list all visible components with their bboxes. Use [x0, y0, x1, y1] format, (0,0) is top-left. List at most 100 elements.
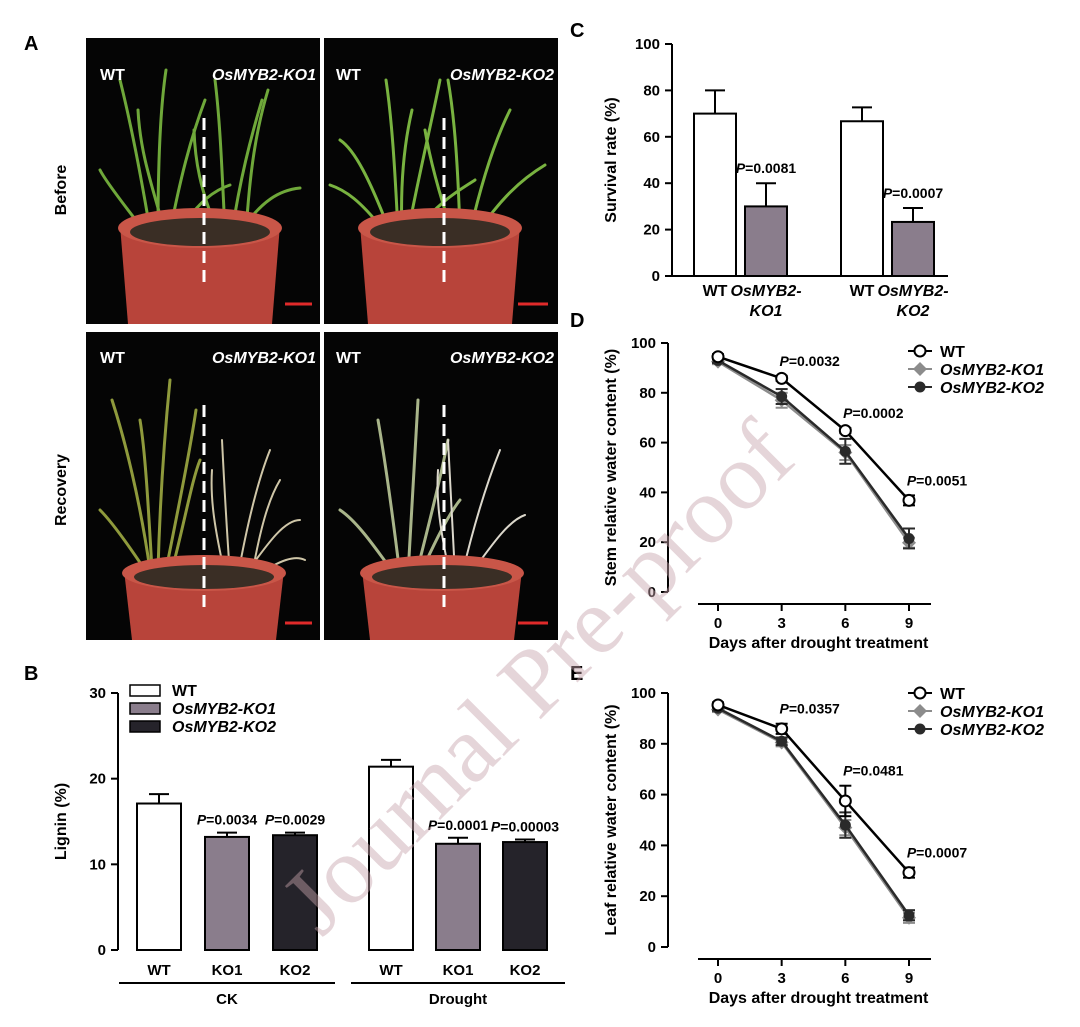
y-axis-label-group: Survival rate (%) [603, 97, 620, 222]
bar-ck-ko2 [272, 834, 318, 951]
row-label-before: Before [53, 165, 70, 216]
y-tick-label: 20 [639, 534, 656, 551]
x-tick-label: KO2 [280, 962, 311, 979]
data-point-ko2 [903, 909, 915, 921]
x-tick-label: 3 [777, 970, 785, 987]
p-value-label: P=0.0001 [428, 817, 489, 833]
bar-wt [840, 120, 884, 277]
panel-label-d: D [570, 310, 584, 332]
x-tick-label: WT [850, 283, 875, 300]
x-tick-label: 3 [777, 615, 785, 632]
y-axis-label-group: Stem relative water content (%) [603, 349, 620, 586]
data-point-wt [902, 866, 916, 880]
y-tick-label: 0 [648, 584, 656, 601]
y-axis-label-group: Lignin (%) [53, 783, 70, 860]
photo-recovery-ko1: WT OsMYB2-KO1 [86, 332, 320, 640]
plant-leaves [98, 378, 202, 572]
data-point-wt [711, 698, 725, 712]
data-point-ko2 [903, 532, 915, 544]
legend-marker [913, 704, 927, 718]
bar-osmyb2-ko2 [891, 220, 935, 277]
photo-recovery-ko2: WT OsMYB2-KO2 [324, 332, 558, 640]
bar-ck-ko1 [204, 835, 250, 951]
x-tick-label-cont: KO2 [897, 303, 930, 320]
series-line-osmyb2-ko1 [717, 708, 911, 919]
data-point-wt [838, 794, 852, 808]
photo-label-ko: OsMYB2-KO2 [450, 67, 554, 84]
p-value-label: P=0.0007 [883, 185, 944, 201]
data-point-ko2 [776, 391, 788, 403]
legend-marker [914, 381, 926, 393]
series-line-wt [717, 703, 910, 874]
y-tick-label: 60 [639, 787, 656, 804]
y-tick-label: 60 [643, 129, 660, 146]
photo-before-ko1: WT OsMYB2-KO1 [86, 38, 320, 324]
chart-leaf-water-content: 0 20 40 60 80 100 0 3 6 9 Days after drought treat… [603, 685, 1044, 1007]
y-tick-label: 0 [648, 939, 656, 956]
y-axis-label: Leaf relative water content (%) [603, 704, 620, 935]
photo-label-wt: WT [336, 350, 361, 367]
pot [120, 225, 280, 324]
y-axis-label-group: Leaf relative water content (%) [603, 704, 620, 935]
x-tick-label: KO1 [443, 962, 474, 979]
x-tick-label: 0 [714, 970, 722, 987]
bar-drought-ko2 [502, 841, 548, 951]
y-tick-label: 40 [639, 484, 656, 501]
panel-label-b: B [24, 663, 38, 685]
legend-swatch [129, 720, 161, 733]
y-tick-label: 40 [643, 175, 660, 192]
x-tick-label: 0 [714, 615, 722, 632]
photo-label-ko: OsMYB2-KO1 [212, 350, 316, 367]
data-point-wt [775, 722, 789, 736]
x-tick-label: KO1 [212, 962, 243, 979]
series-line-osmyb2-ko2 [717, 707, 911, 916]
legend-marker [914, 723, 926, 735]
x-axis-label: Days after drought treatment [709, 990, 929, 1007]
data-point-wt [775, 371, 789, 385]
legend-swatch [129, 684, 161, 697]
y-tick-label: 30 [89, 685, 106, 702]
data-point-ko2 [839, 445, 851, 457]
y-tick-label: 20 [89, 771, 106, 788]
row-label-recovery: Recovery [53, 454, 70, 526]
group-label: Drought [429, 991, 487, 1008]
chart-survival-rate: 0 20 40 60 80 100 Survival rate (%) WT P=0.0081 O… [603, 36, 949, 320]
group-label: CK [216, 991, 238, 1008]
photo-label-ko: OsMYB2-KO2 [450, 350, 554, 367]
series-line-osmyb2-ko1 [717, 360, 911, 544]
bar-ck-wt [136, 802, 182, 952]
y-tick-label: 20 [639, 888, 656, 905]
legend-swatch [129, 702, 161, 715]
x-tick-label: WT [379, 962, 402, 979]
series-line-osmyb2-ko2 [717, 359, 911, 540]
y-tick-label: 20 [643, 222, 660, 239]
panel-label-a: A [24, 33, 38, 55]
panel-label-e: E [570, 663, 583, 685]
x-axis-label: Days after drought treatment [709, 635, 929, 652]
y-tick-label: 80 [639, 385, 656, 402]
legend-label: OsMYB2-KO1 [940, 704, 1044, 721]
y-tick-label: 80 [643, 82, 660, 99]
chart-lignin: 0 10 20 30 Lignin (%) WT KO1 P=0.0034 KO2 P=0.002… [53, 683, 565, 1008]
data-point-wt [902, 493, 916, 507]
legend-marker [913, 686, 927, 700]
panel-label-c: C [570, 20, 584, 42]
x-tick-label: 9 [905, 615, 913, 632]
bar-drought-wt [368, 765, 414, 951]
data-point-ko2 [839, 819, 851, 831]
series-line-wt [717, 355, 910, 502]
legend-marker [913, 362, 927, 376]
y-tick-label: 10 [89, 856, 106, 873]
data-point-ko2 [776, 735, 788, 747]
y-axis-label: Survival rate (%) [603, 97, 620, 222]
y-axis-label: Lignin (%) [53, 783, 70, 860]
legend-label: OsMYB2-KO1 [172, 701, 276, 718]
legend-label: OsMYB2-KO2 [172, 719, 276, 736]
legend-label: WT [940, 686, 965, 703]
x-tick-label: KO2 [510, 962, 541, 979]
y-tick-label: 100 [635, 36, 660, 53]
x-tick-label-cont: KO1 [750, 303, 783, 320]
photo-label-wt: WT [100, 350, 125, 367]
data-point-wt [711, 350, 725, 364]
